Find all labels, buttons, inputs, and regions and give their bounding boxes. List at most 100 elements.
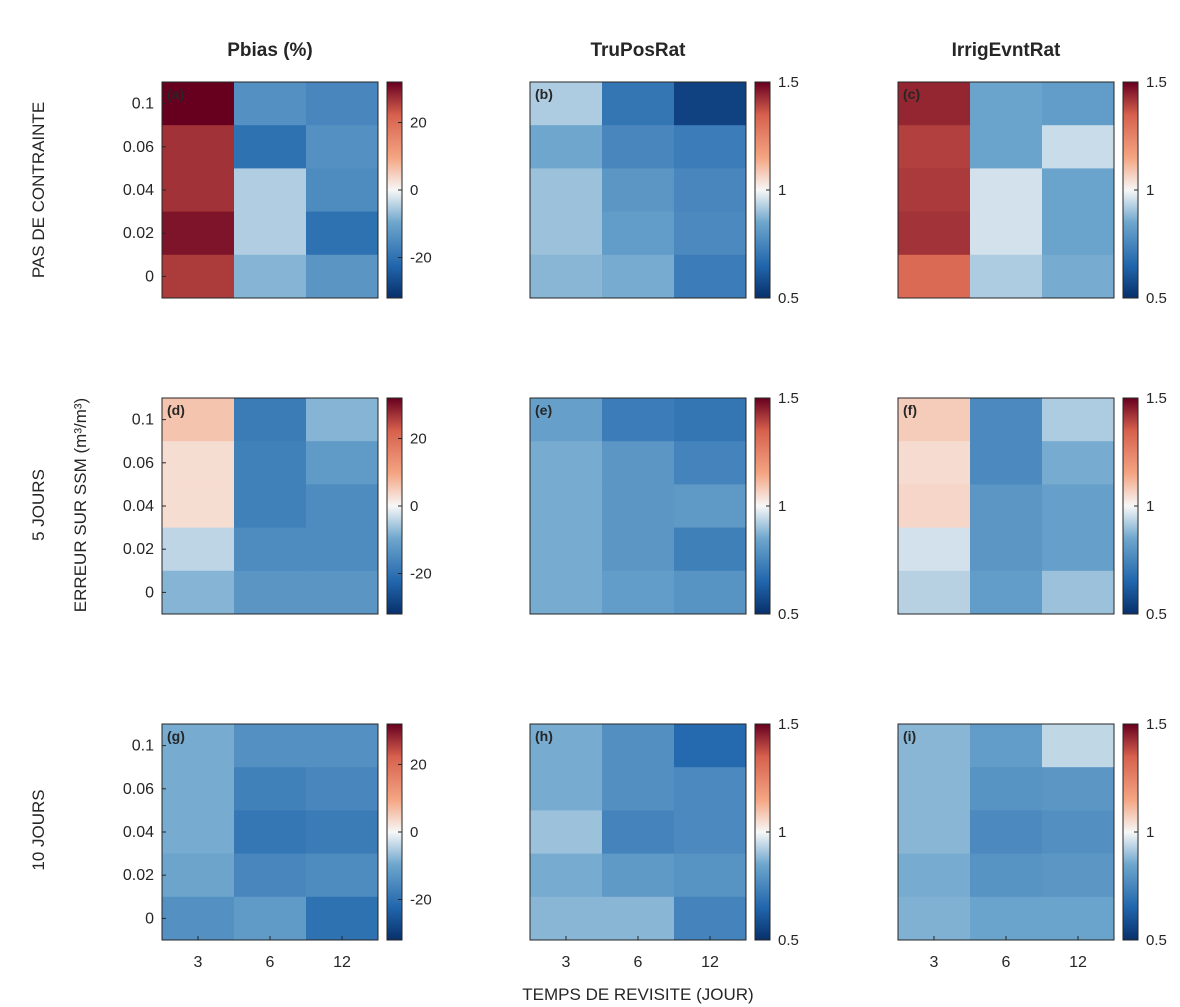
colorbar-tick-label: 1 [778, 498, 786, 515]
heatmap-cell [970, 168, 1043, 213]
heatmap-cell [530, 398, 603, 442]
column-title-irrigevntrat: IrrigEvntRat [952, 40, 1061, 61]
panel-label: (i) [903, 728, 916, 744]
heatmap-cell [530, 896, 603, 941]
heatmap-cell [970, 211, 1043, 256]
heatmap-cell [306, 724, 379, 768]
heatmap-cell [970, 82, 1043, 126]
heatmap-cell [306, 398, 379, 442]
heatmap-cell [1042, 570, 1115, 615]
heatmap-cell [306, 168, 379, 213]
heatmap-cell [898, 484, 971, 529]
panel-frame [897, 397, 1115, 615]
colorbar-tick-label: 1 [778, 824, 786, 841]
heatmap-cell [674, 724, 747, 768]
heatmap-cell [162, 82, 235, 126]
heatmap-cell [234, 168, 307, 213]
heatmap-cell [602, 441, 675, 485]
colorbar-tick-label: 20 [410, 757, 427, 774]
heatmap-cell [234, 527, 307, 572]
heatmap-cell [530, 724, 603, 768]
heatmap-cell [674, 484, 747, 529]
column-title-pbias: Pbias (%) [227, 40, 313, 61]
heatmap-cell [898, 853, 971, 898]
heatmap-cell [602, 896, 675, 941]
heatmap-cell [602, 527, 675, 572]
heatmap-cell [898, 398, 971, 442]
colorbar-tick-label: 1 [1146, 498, 1154, 515]
heatmap-cell [1042, 82, 1115, 126]
heatmap-cell [1042, 896, 1115, 941]
heatmap-panel: (b) 1.5 1 0.5 [529, 74, 799, 307]
y-tick-label: 0.02 [123, 867, 154, 884]
heatmap-cell [162, 211, 235, 256]
y-tick-label: 0.06 [123, 455, 154, 472]
heatmap-cell [602, 82, 675, 126]
colorbar-tick-label: 0 [410, 182, 418, 199]
heatmap-cell [162, 767, 235, 811]
heatmap-cell [162, 896, 235, 941]
heatmap-cell [530, 254, 603, 299]
row-label-10-jours: 10 JOURS [29, 789, 48, 870]
heatmap-cell [162, 168, 235, 213]
y-tick-label: 0 [145, 910, 154, 927]
heatmap-cell [674, 896, 747, 941]
colorbar-tick-label: 0 [410, 824, 418, 841]
heatmap-cell [306, 211, 379, 256]
heatmap-cell [1042, 853, 1115, 898]
colorbar-tick-label: 1 [778, 182, 786, 199]
colorbar-tick-label: 1.5 [778, 716, 799, 733]
heatmap-cell [234, 853, 307, 898]
heatmap-cell [970, 484, 1043, 529]
heatmap-cell [970, 398, 1043, 442]
heatmap-panel: (h) 3 6 12 1.5 1 0.5 [529, 716, 799, 971]
heatmap-cell [970, 853, 1043, 898]
panel-label: (g) [167, 728, 185, 744]
y-tick-label: 0.1 [132, 412, 154, 429]
heatmap-cell [970, 441, 1043, 485]
heatmap-cell [162, 398, 235, 442]
colorbar-tick-label: 0.5 [1146, 606, 1167, 623]
heatmap-cell [530, 767, 603, 811]
y-tick-label: 0 [145, 584, 154, 601]
heatmap-cell [530, 527, 603, 572]
heatmap-cell [234, 484, 307, 529]
heatmap-cell [234, 570, 307, 615]
heatmap-cell [674, 527, 747, 572]
heatmap-cell [602, 570, 675, 615]
heatmap-cell [234, 724, 307, 768]
heatmap-panel: (e) 1.5 1 0.5 [529, 390, 799, 623]
heatmap-cell [1042, 724, 1115, 768]
x-tick-label: 6 [1002, 954, 1011, 971]
heatmap-cell [306, 570, 379, 615]
heatmap-cell [602, 810, 675, 855]
colorbar-tick-label: 1 [1146, 824, 1154, 841]
heatmap-cell [674, 810, 747, 855]
heatmap-cell [1042, 168, 1115, 213]
heatmap-panel: (d) 0.1 0.06 0.04 0.02 0 20 0 -20 [123, 397, 432, 615]
heatmap-cell [306, 896, 379, 941]
colorbar-tick-label: 1.5 [778, 390, 799, 407]
panel-label: (c) [903, 86, 920, 102]
row-label-pas-de-contrainte: PAS DE CONTRAINTE [29, 102, 48, 278]
panel-label: (b) [535, 86, 553, 102]
colorbar-tick-label: 20 [410, 115, 427, 132]
heatmap-cell [674, 211, 747, 256]
x-tick-label: 6 [266, 954, 275, 971]
heatmap-cell [234, 896, 307, 941]
panel-label: (f) [903, 402, 917, 418]
heatmap-cell [1042, 398, 1115, 442]
y-tick-label: 0 [145, 268, 154, 285]
heatmap-cell [898, 570, 971, 615]
colorbar-tick-label: -20 [410, 566, 432, 583]
heatmap-cell [898, 254, 971, 299]
heatmap-cell [1042, 211, 1115, 256]
heatmap-cell [602, 254, 675, 299]
heatmap-cell [1042, 125, 1115, 169]
heatmap-panel: (c) 1.5 1 0.5 [897, 74, 1167, 307]
heatmap-cell [674, 398, 747, 442]
heatmap-cell [530, 168, 603, 213]
panels-group: (a) 0.1 0.06 0.04 0.02 0 20 0 -20 (b) 1.5 1 0.5 (c) 1.… [123, 74, 1167, 971]
heatmap-cell [898, 767, 971, 811]
panel-frame [529, 397, 747, 615]
